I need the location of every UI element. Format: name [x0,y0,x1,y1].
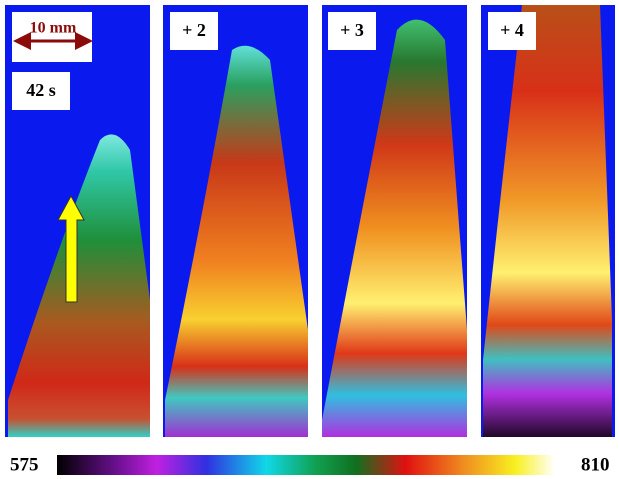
panel-3: + 3 [322,5,467,437]
time-label: + 4 [500,20,524,40]
label-box [12,72,70,110]
thermal-region [165,45,308,437]
colorbar-min: 575 [10,454,39,475]
label-box [328,12,376,50]
thermal-region [483,5,612,437]
label-box [488,12,536,50]
direction-arrow [57,194,85,303]
scale-label: 10 mm [30,20,77,37]
thermal-region [8,134,150,437]
thermal-region [322,19,467,437]
colorbar [57,455,555,475]
time-label: 42 s [26,80,56,100]
panel-2: + 2 [163,5,308,437]
label-box [170,12,218,50]
time-label: + 2 [182,20,206,40]
colorbar-max: 810 [581,454,610,475]
panel-4: + 4 [481,5,615,437]
time-label: + 3 [340,20,364,40]
panel-1: 10 mm 42 s [5,5,150,437]
